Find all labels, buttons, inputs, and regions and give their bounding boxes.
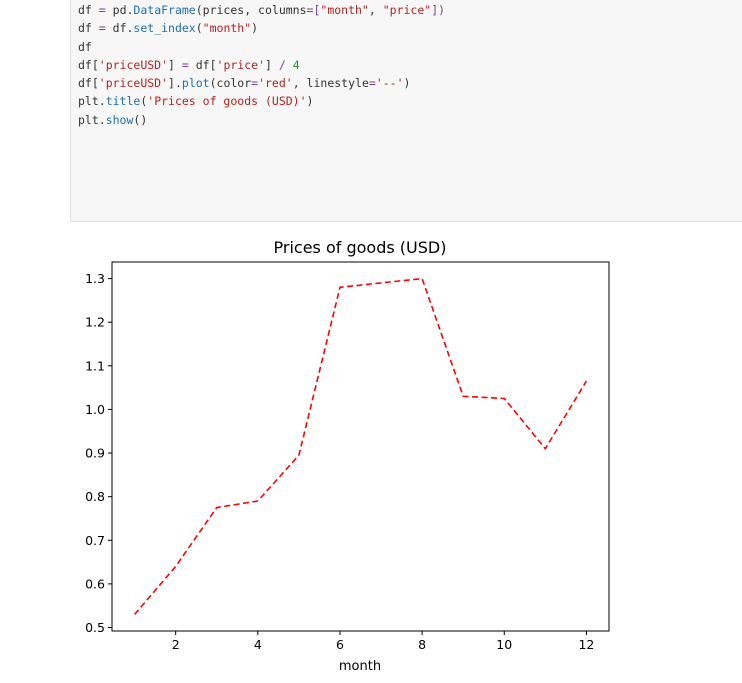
code-token: plt. xyxy=(78,94,106,109)
code-token: 'price' xyxy=(216,57,265,72)
y-tick-label: 0.7 xyxy=(85,533,105,548)
code-token: 'priceUSD' xyxy=(98,57,169,72)
code-token: plt. xyxy=(78,112,106,127)
y-tick-label: 1.0 xyxy=(85,402,105,417)
code-token: ) xyxy=(403,76,411,91)
code-token: ]. xyxy=(168,76,182,91)
code-token: ) xyxy=(251,21,259,36)
x-tick-label: 10 xyxy=(496,637,512,652)
x-tick-label: 12 xyxy=(578,637,594,652)
axes: 2 4 6 8 10 12 0.5 0.6 0.7 0.8 0.9 1.0 1.1 1.2 1.3 xyxy=(85,271,594,652)
x-axis-label: month xyxy=(339,659,381,674)
code-token: / xyxy=(278,57,286,72)
code-token: () xyxy=(133,112,148,127)
code-token xyxy=(286,58,293,72)
code-line: df['priceUSD'].plot(color='red', linesty… xyxy=(78,76,410,90)
series-line xyxy=(133,277,588,615)
code-editor[interactable]: df = pd.DataFrame(prices, columns=["mont… xyxy=(78,1,445,129)
code-token: ( xyxy=(195,21,203,36)
code-token: , xyxy=(368,3,383,17)
y-tick-label: 1.1 xyxy=(85,358,105,373)
y-tick-label: 1.3 xyxy=(85,271,105,286)
code-token: df. xyxy=(105,21,134,36)
code-token: = xyxy=(181,57,189,72)
code-token: "month" xyxy=(320,3,369,17)
line-chart: Prices of goods (USD) 2 4 6 8 10 12 0.5 0.6 0.7 0… xyxy=(85,238,610,674)
code-token: DataFrame xyxy=(133,3,196,17)
x-tick-label: 4 xyxy=(254,637,262,652)
code-token: set_index xyxy=(133,21,196,36)
code-token: df xyxy=(78,21,99,36)
output-area: Prices of goods (USD) 2 4 6 8 10 12 0.5 0.6 0.7 0… xyxy=(70,224,742,679)
code-cell[interactable]: df = pd.DataFrame(prices, columns=["mont… xyxy=(70,0,742,222)
code-line: df xyxy=(78,40,92,54)
code-token: ) xyxy=(306,94,314,109)
code-token: df[ xyxy=(78,76,99,91)
code-token: df[ xyxy=(188,57,217,72)
code-token: title xyxy=(105,94,141,109)
code-token: = xyxy=(98,21,106,36)
y-tick-label: 0.5 xyxy=(85,620,105,635)
code-token: = xyxy=(368,76,376,91)
code-token: ]) xyxy=(431,3,446,17)
code-token: [ xyxy=(313,3,321,17)
code-token: = xyxy=(98,3,106,17)
code-token: 'Prices of goods (USD)' xyxy=(147,94,307,109)
code-line: df = pd.DataFrame(prices, columns=["mont… xyxy=(78,3,445,17)
x-tick-label: 2 xyxy=(172,637,180,652)
code-token: plot xyxy=(181,76,210,91)
code-line: plt.show() xyxy=(78,113,147,127)
code-token: df[ xyxy=(78,57,99,72)
code-token: ] xyxy=(168,57,182,72)
code-token: pd. xyxy=(105,3,134,17)
code-token: df xyxy=(78,3,99,17)
plot-area xyxy=(111,261,610,632)
code-token: "price" xyxy=(382,3,432,17)
code-token: = xyxy=(306,3,314,17)
code-token: = xyxy=(251,76,259,91)
code-token: ( xyxy=(140,94,148,109)
code-token: , linestyle xyxy=(292,76,369,91)
code-token: '--' xyxy=(375,76,404,91)
y-tick-label: 0.6 xyxy=(85,576,105,591)
code-token: (color xyxy=(209,76,252,91)
code-token: ] xyxy=(265,57,279,72)
chart-title: Prices of goods (USD) xyxy=(274,238,447,257)
code-line: plt.title('Prices of goods (USD)') xyxy=(78,94,313,108)
code-token: (prices, columns xyxy=(195,3,307,17)
series-group xyxy=(133,277,588,615)
y-tick-label: 0.9 xyxy=(85,446,105,461)
code-token: 4 xyxy=(292,57,300,72)
code-token: "month" xyxy=(202,21,252,36)
x-tick-label: 6 xyxy=(336,637,344,652)
code-line: df = df.set_index("month") xyxy=(78,21,258,35)
code-line: df['priceUSD'] = df['price'] / 4 xyxy=(78,58,300,72)
y-tick-label: 1.2 xyxy=(85,315,105,330)
code-token: 'red' xyxy=(258,76,293,91)
code-token: df xyxy=(78,39,92,54)
code-token: 'priceUSD' xyxy=(98,76,169,91)
x-tick-label: 8 xyxy=(418,637,426,652)
code-token: show xyxy=(105,112,134,127)
y-tick-label: 0.8 xyxy=(85,489,105,504)
